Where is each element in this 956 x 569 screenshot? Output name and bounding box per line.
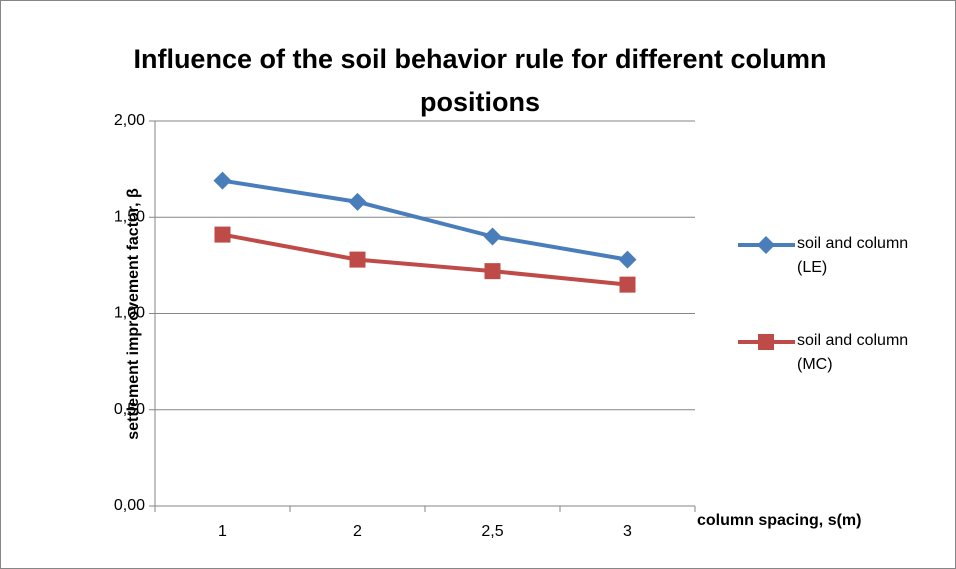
y-axis-label: settlement improvement factor, β (125, 188, 142, 440)
marker (484, 263, 501, 280)
x-tick-label: 2 (353, 523, 362, 540)
legend-marker (757, 236, 775, 254)
y-tick-label: 2,00 (114, 112, 145, 129)
legend-marker (758, 334, 774, 350)
y-tick-label: 1,50 (114, 208, 145, 225)
x-tick-label: 3 (623, 523, 632, 540)
marker (214, 226, 231, 243)
series-line (222, 232, 628, 287)
x-axis-label: column spacing, s(m) (697, 512, 862, 529)
legend-label: soil and column (LE) (797, 235, 909, 276)
series-line (222, 178, 628, 262)
marker (619, 276, 636, 293)
x-tick-label: 1 (218, 523, 227, 540)
y-tick-label: 0,50 (114, 401, 145, 418)
legend-label: soil and column (MC) (797, 332, 909, 373)
marker (349, 251, 366, 268)
x-tick-label: 2,5 (481, 523, 503, 540)
marker (483, 227, 502, 246)
marker (348, 192, 367, 211)
marker (213, 171, 232, 190)
y-tick-label: 0,00 (114, 497, 145, 514)
chart-title: Influence of the soil behavior rule for … (133, 44, 827, 117)
marker (618, 250, 637, 269)
y-tick-label: 1,00 (114, 305, 145, 322)
